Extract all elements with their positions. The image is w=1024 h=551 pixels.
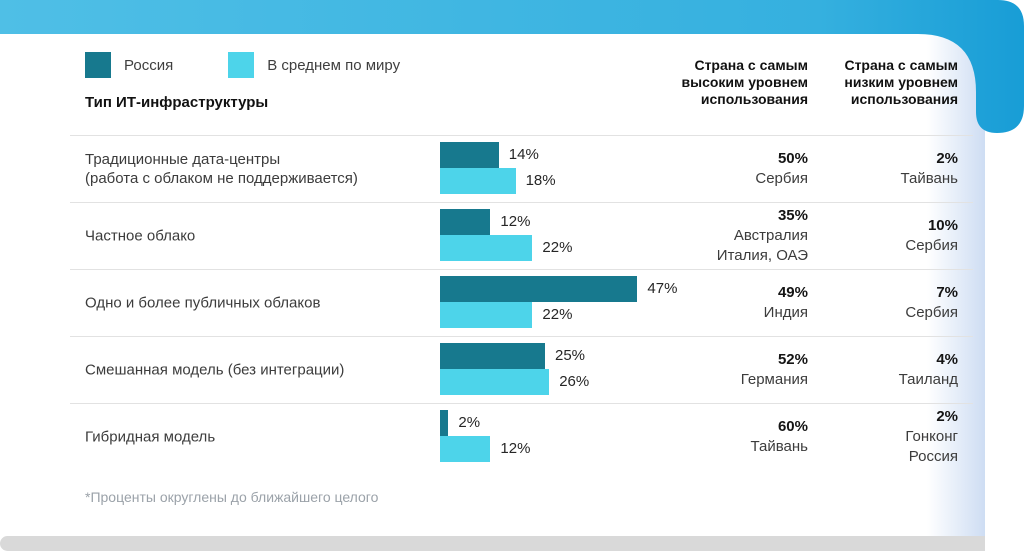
bar-russia — [440, 410, 449, 436]
column-header-highest: Страна с самым высоким уровнем использов… — [681, 57, 809, 107]
lowest-country-cell: 10% Сербия — [808, 202, 958, 269]
row-label: Смешанная модель (без интеграции) — [85, 360, 420, 379]
highest-country-cell: 35% Австралия Италия, ОАЭ — [608, 202, 808, 269]
bar-russia-value: 25% — [555, 347, 586, 364]
row-label: Частное облако — [85, 226, 420, 245]
country: Тайвань — [750, 437, 808, 455]
legend-label-russia: Россия — [124, 56, 174, 74]
table-row: Традиционные дата-центры (работа с облако… — [0, 135, 985, 202]
bar-world — [440, 436, 491, 462]
label-line: Традиционные дата-центры — [85, 150, 281, 168]
bar-russia — [440, 276, 638, 302]
column-header-lowest: Страна с самым низким уровнем использова… — [844, 57, 958, 107]
label-line: Смешанная модель (без интеграции) — [85, 361, 345, 378]
bar-world — [440, 302, 533, 328]
highest-country-cell: 60% Тайвань — [608, 403, 808, 470]
country: Италия, ОАЭ — [716, 246, 808, 264]
accent-corner-decoration — [0, 0, 1024, 133]
bar-russia-value: 12% — [500, 213, 531, 230]
lowest-country-cell: 7% Сербия — [808, 269, 958, 336]
highest-pct: 52% — [777, 350, 808, 368]
bar-world — [440, 369, 550, 395]
bar-russia-value: 2% — [458, 414, 481, 431]
lowest-pct: 7% — [936, 283, 958, 301]
table-row: Частное облако 12% 22% 35% Австралия Итал… — [0, 202, 985, 269]
legend: Россия В среднем по миру — [85, 52, 455, 78]
bar-russia-value: 14% — [508, 146, 539, 163]
country: Тайвань — [900, 169, 958, 187]
highest-pct: 60% — [777, 417, 808, 435]
world-color-swatch — [228, 52, 255, 78]
bar-russia-value: 47% — [647, 280, 678, 297]
table-row: Одно и более публичных облаков 47% 22% 4… — [0, 269, 985, 336]
lowest-country-cell: 2% Гонконг Россия — [808, 403, 958, 470]
rows: Традиционные дата-центры (работа с облако… — [0, 135, 985, 470]
table-row: Смешанная модель (без интеграции) 25% 26… — [0, 336, 985, 403]
footnote: *Проценты округлены до ближайшего целого — [85, 489, 379, 505]
country: Сербия — [905, 236, 958, 254]
lowest-pct: 2% — [936, 149, 958, 167]
highest-pct: 35% — [777, 206, 808, 224]
country: Россия — [908, 447, 958, 465]
country: Германия — [740, 370, 808, 388]
bottom-strip-decoration — [0, 536, 985, 551]
bar-russia — [440, 343, 545, 369]
bar-world-value: 12% — [500, 440, 531, 457]
lowest-country-cell: 2% Тайвань — [808, 135, 958, 202]
label-line: Частное облако — [85, 227, 196, 244]
content-card — [0, 33, 985, 536]
row-label: Одно и более публичных облаков — [85, 293, 420, 312]
row-label: Гибридная модель — [85, 427, 420, 446]
bar-world-value: 22% — [542, 239, 573, 256]
country: Сербия — [905, 303, 958, 321]
lowest-country-cell: 4% Таиланд — [808, 336, 958, 403]
legend-item-russia: Россия — [85, 52, 173, 78]
legend-item-world: В среднем по миру — [228, 52, 400, 78]
country: Индия — [763, 303, 808, 321]
label-line: Гибридная модель — [85, 428, 216, 445]
lowest-pct: 4% — [936, 350, 958, 368]
lowest-pct: 10% — [927, 216, 958, 234]
lowest-pct: 2% — [936, 407, 958, 425]
label-line: (работа с облаком не поддерживается) — [85, 169, 358, 187]
column-header-type: Тип ИТ-инфраструктуры — [85, 94, 269, 111]
bar-world-value: 18% — [525, 172, 556, 189]
bar-world — [440, 168, 516, 194]
country: Сербия — [755, 169, 808, 187]
highest-pct: 50% — [777, 149, 808, 167]
russia-color-swatch — [85, 52, 111, 78]
bar-world-value: 22% — [542, 306, 573, 323]
country: Таиланд — [898, 370, 958, 388]
table-row: Гибридная модель 2% 12% 60% Тайвань 2% Г… — [0, 403, 985, 470]
highest-country-cell: 52% Германия — [608, 336, 808, 403]
label-line: Одно и более публичных облаков — [85, 294, 321, 311]
legend-label-world: В среднем по миру — [267, 56, 401, 74]
highest-country-cell: 49% Индия — [608, 269, 808, 336]
bar-russia — [440, 142, 499, 168]
bar-world — [440, 235, 533, 261]
row-label: Традиционные дата-центры (работа с облако… — [85, 150, 420, 188]
highest-country-cell: 50% Сербия — [608, 135, 808, 202]
bar-world-value: 26% — [559, 373, 590, 390]
bar-russia — [440, 209, 491, 235]
country: Гонконг — [905, 427, 958, 445]
highest-pct: 49% — [777, 283, 808, 301]
country: Австралия — [733, 226, 808, 244]
